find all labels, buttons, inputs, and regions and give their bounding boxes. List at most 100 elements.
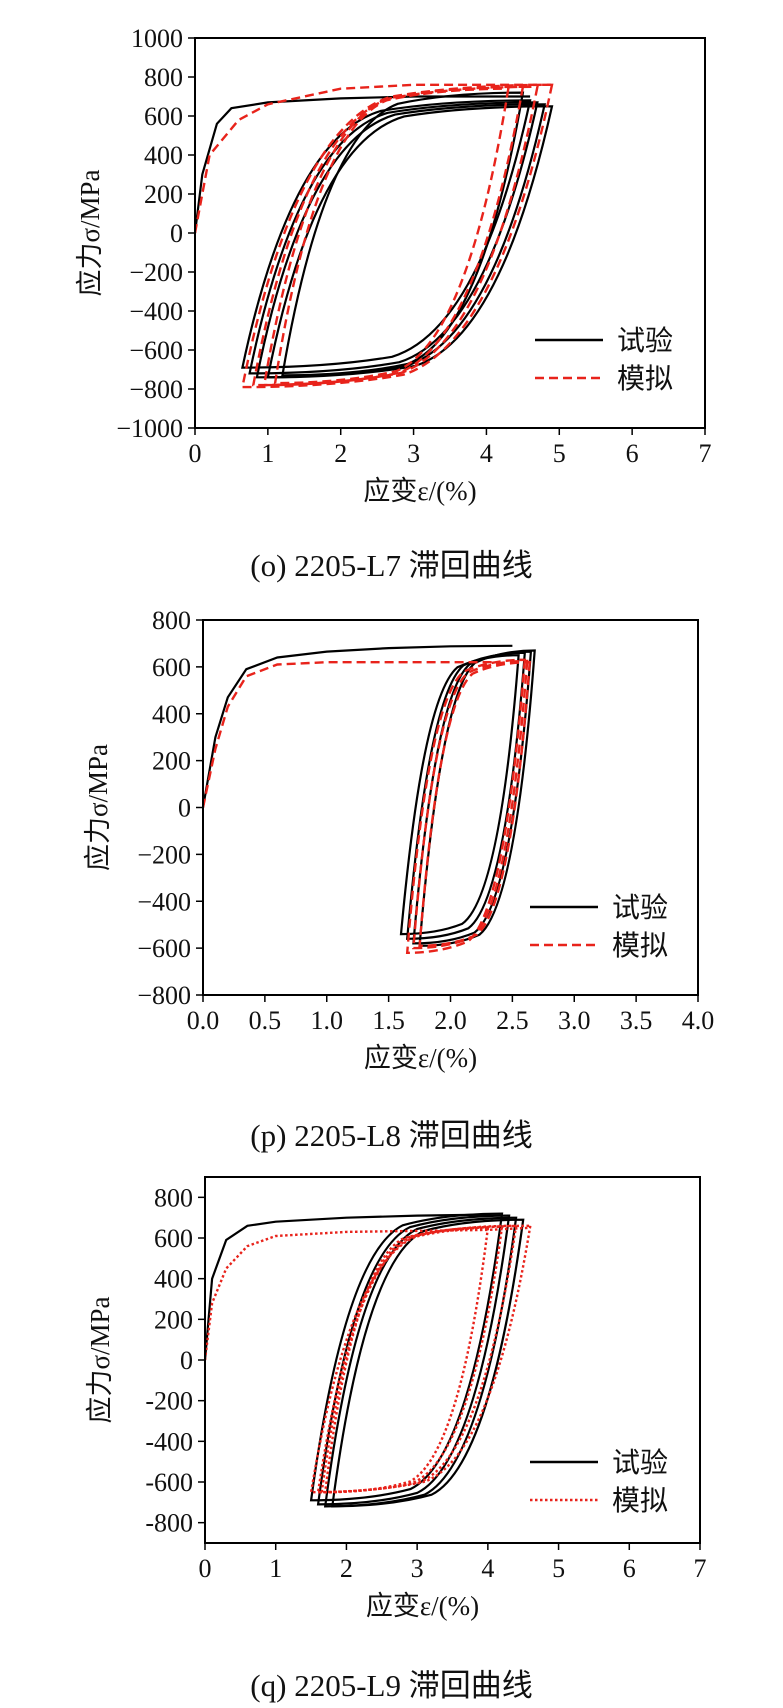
initial-loading-curve — [195, 95, 531, 234]
x-tick-label: 5 — [553, 439, 566, 468]
y-tick-label: 0 — [170, 219, 183, 248]
y-tick-label: −600 — [129, 336, 183, 365]
y-tick-label: 600 — [144, 102, 183, 131]
y-tick-label: 400 — [152, 700, 191, 729]
y-tick-label: 400 — [154, 1265, 193, 1294]
plot-area — [195, 83, 554, 389]
x-tick-label: 2.0 — [434, 1006, 467, 1035]
series-1 — [205, 1224, 532, 1494]
y-tick-label: -800 — [145, 1509, 193, 1538]
legend-label: 试验 — [612, 892, 668, 924]
y-tick-label: 200 — [152, 747, 191, 776]
hysteresis-loop — [309, 1224, 532, 1494]
hysteresis-loop — [323, 1216, 518, 1508]
chart-o: 0 1 2 3 4 5 6 7 1000 800 600 400 200 0 −200 −400 −600 −80… — [75, 24, 712, 506]
hysteresis-loop — [248, 101, 539, 375]
x-tick-label: 3.0 — [558, 1006, 591, 1035]
hysteresis-loop — [251, 85, 539, 387]
chart-panel-p: 0.0 0.5 1.0 1.5 2.0 2.5 3.0 3.5 4.0 800 600 400 200 0… — [0, 580, 783, 1153]
series-1 — [195, 83, 554, 389]
x-tick-label: 0 — [189, 439, 202, 468]
y-tick-label: -600 — [145, 1468, 193, 1497]
y-tick-label: 1000 — [131, 24, 183, 53]
chart-caption: (p) 2205-L8 滞回曲线 — [250, 1118, 533, 1153]
x-tick-label: 2 — [334, 439, 347, 468]
hysteresis-loop — [399, 654, 520, 936]
y-axis-label: 应力σ/MPa — [75, 169, 105, 296]
hysteresis-loop — [316, 1214, 511, 1506]
y-tick-label: −400 — [129, 297, 183, 326]
series-1 — [203, 658, 531, 955]
hysteresis-loop — [418, 660, 531, 948]
x-tick-label: 7 — [699, 439, 712, 468]
series-0 — [203, 644, 536, 947]
hysteresis-loop — [262, 85, 525, 387]
plot-area — [205, 1212, 532, 1508]
x-tick-label: 2 — [340, 1554, 353, 1583]
hysteresis-loop — [405, 658, 527, 955]
y-tick-label: −1000 — [116, 414, 183, 443]
x-tick-label: 4 — [480, 439, 493, 468]
x-tick-label: 1 — [261, 439, 274, 468]
y-tick-label: -400 — [145, 1427, 193, 1456]
hysteresis-loop — [412, 659, 529, 950]
hysteresis-loop — [241, 99, 532, 369]
x-tick-label: 3.5 — [620, 1006, 653, 1035]
legend-label: 试验 — [617, 325, 673, 357]
x-tick-label: 5 — [552, 1554, 565, 1583]
y-tick-label: 200 — [144, 180, 183, 209]
hysteresis-loop — [323, 1226, 490, 1494]
x-tick-label: 6 — [626, 439, 639, 468]
hysteresis-loop — [316, 1224, 518, 1494]
y-tick-label: 800 — [154, 1183, 193, 1212]
chart-q: 0 1 2 3 4 5 6 7 800 600 400 200 0 -200 -400 -600 -800 应变ε… — [85, 1176, 707, 1621]
series-0 — [195, 91, 554, 379]
y-axis-label: 应力σ/MPa — [83, 744, 113, 871]
y-tick-label: −800 — [129, 375, 183, 404]
initial-loading-curve — [203, 644, 513, 808]
hysteresis-loop — [255, 103, 547, 379]
chart-p: 0.0 0.5 1.0 1.5 2.0 2.5 3.0 3.5 4.0 800 600 400 200 0… — [83, 606, 715, 1073]
hysteresis-loop — [281, 91, 525, 377]
y-tick-label: −400 — [137, 887, 191, 916]
legend-label: 试验 — [612, 1447, 668, 1479]
y-tick-label: 400 — [144, 141, 183, 170]
x-axis-label: 应变ε/(%) — [364, 1043, 477, 1073]
x-axis-label: 应变ε/(%) — [366, 1591, 479, 1621]
chart-panel-o: 0 1 2 3 4 5 6 7 1000 800 600 400 200 0 −200 −400 −600 −80… — [0, 0, 783, 583]
legend-label: 模拟 — [617, 363, 673, 395]
x-tick-label: 4 — [481, 1554, 494, 1583]
x-tick-label: 0.5 — [249, 1006, 282, 1035]
x-tick-label: 1.5 — [372, 1006, 405, 1035]
series-0 — [205, 1212, 525, 1508]
y-tick-label: 200 — [154, 1305, 193, 1334]
y-tick-label: −200 — [137, 840, 191, 869]
hysteresis-loop — [320, 1225, 504, 1494]
y-tick-label: −600 — [137, 934, 191, 963]
legend-label: 模拟 — [612, 930, 668, 962]
y-tick-label: 800 — [152, 606, 191, 635]
plot-area — [203, 644, 536, 955]
y-tick-label: 0 — [178, 794, 191, 823]
y-tick-label: 600 — [154, 1224, 193, 1253]
chart-caption: (q) 2205-L9 滞回曲线 — [250, 1668, 533, 1703]
hysteresis-loop — [309, 1212, 504, 1502]
x-tick-label: 1.0 — [311, 1006, 344, 1035]
legend-label: 模拟 — [612, 1485, 668, 1517]
initial-loading-curve — [205, 1226, 531, 1361]
y-tick-label: −800 — [137, 981, 191, 1010]
y-tick-label: 800 — [144, 63, 183, 92]
x-tick-label: 0 — [199, 1554, 212, 1583]
initial-loading-curve — [203, 660, 500, 808]
y-tick-label: 0 — [180, 1346, 193, 1375]
x-axis-label: 应变ε/(%) — [363, 476, 476, 506]
chart-panel-q: 0 1 2 3 4 5 6 7 800 600 400 200 0 -200 -400 -600 -800 应变ε… — [0, 1150, 783, 1708]
hysteresis-loop — [273, 87, 510, 385]
y-axis-label: 应力σ/MPa — [85, 1296, 115, 1423]
x-tick-label: 1 — [269, 1554, 282, 1583]
hysteresis-loop — [266, 105, 554, 379]
chart-caption: (o) 2205-L7 滞回曲线 — [250, 548, 533, 583]
x-tick-label: 4.0 — [682, 1006, 715, 1035]
initial-loading-curve — [205, 1213, 488, 1361]
initial-loading-curve — [195, 83, 552, 234]
